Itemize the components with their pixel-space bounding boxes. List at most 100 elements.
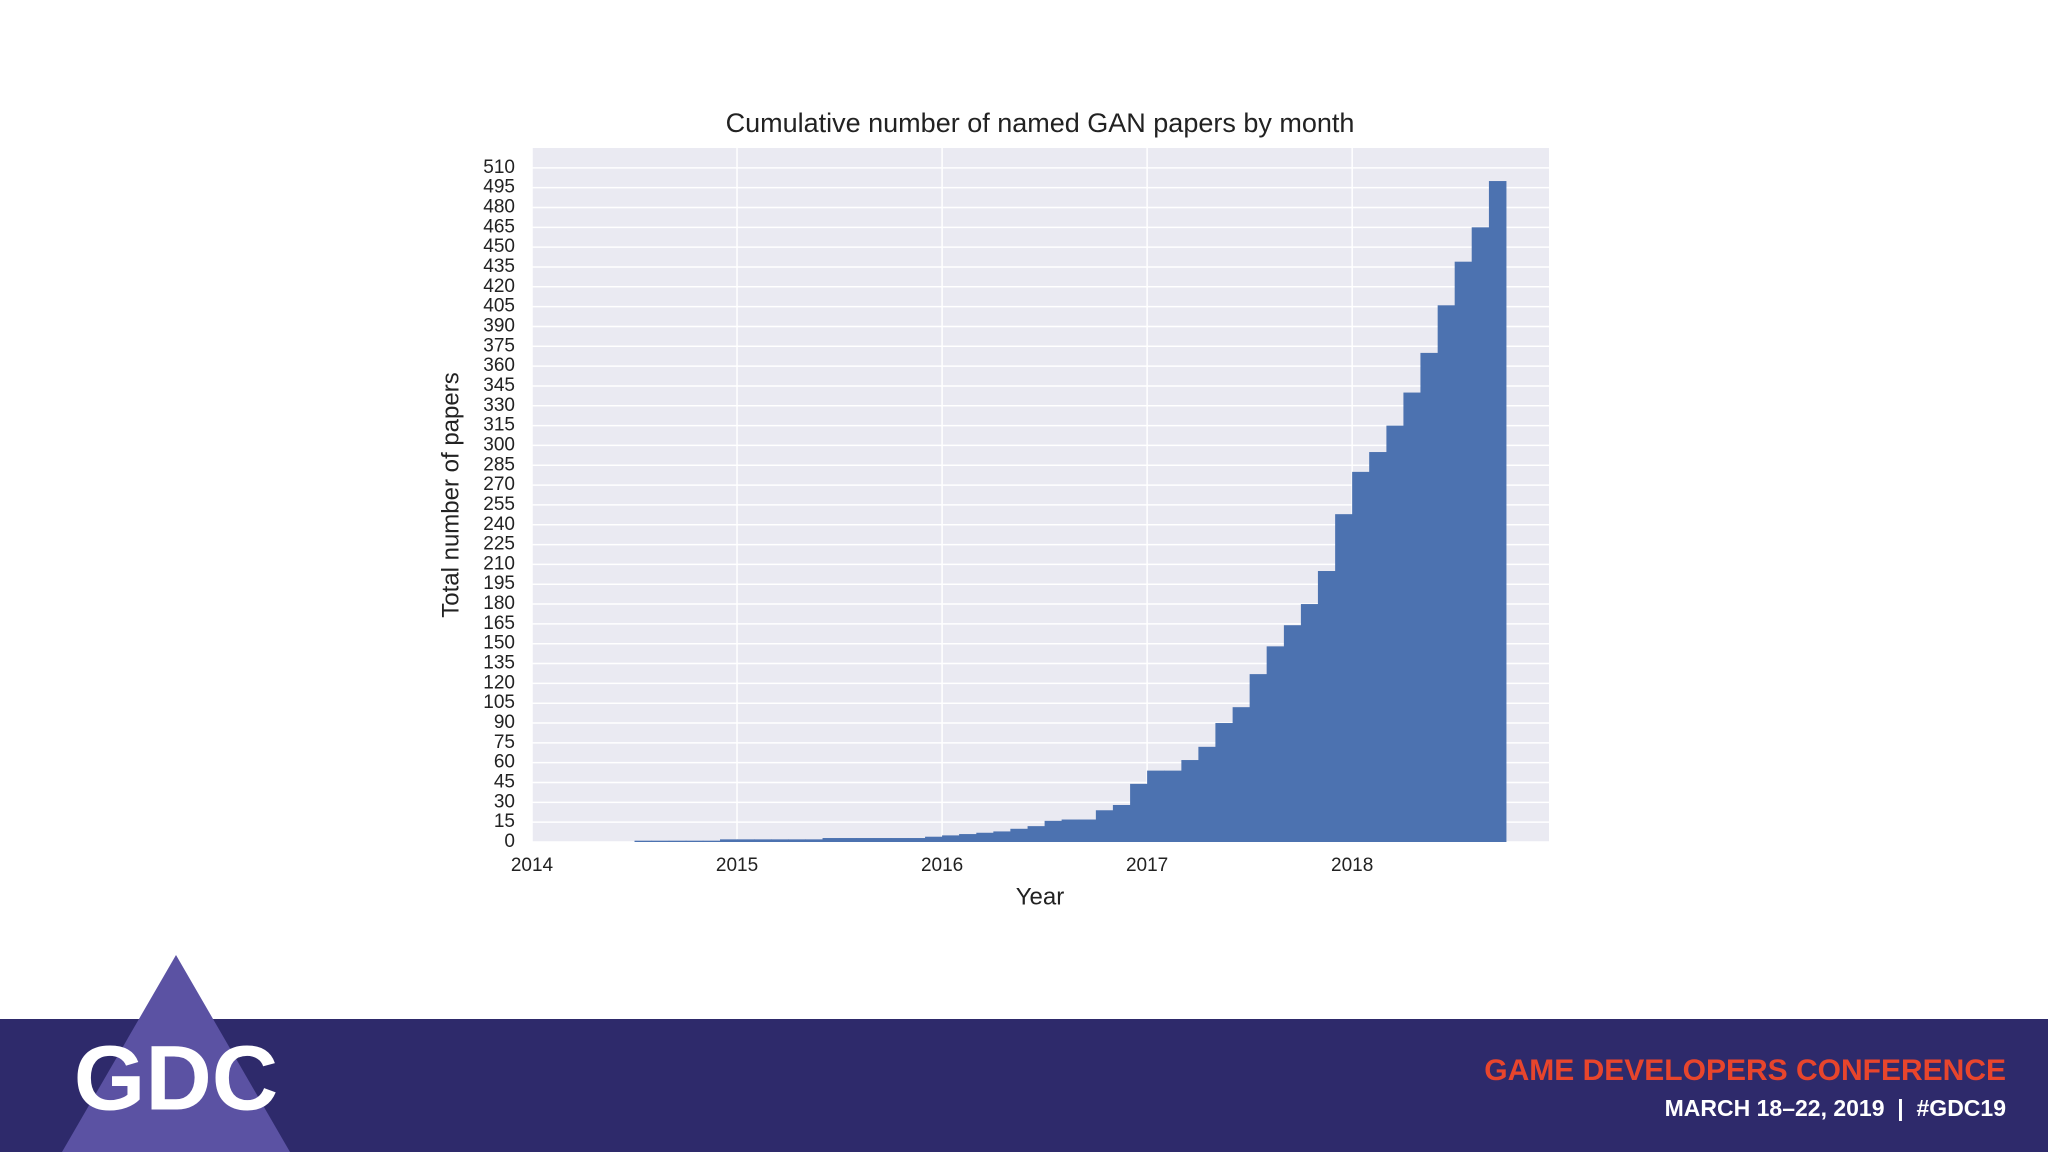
y-tick-label: 45 xyxy=(494,772,515,793)
bar xyxy=(1352,471,1370,842)
y-tick-label: 450 xyxy=(483,236,515,257)
bar xyxy=(1027,826,1046,842)
bar xyxy=(1266,646,1285,842)
y-tick-label: 75 xyxy=(494,732,515,753)
y-tick-label: 105 xyxy=(483,692,515,713)
y-tick-label: 405 xyxy=(483,296,515,317)
bar xyxy=(976,832,994,842)
y-tick-label: 165 xyxy=(483,613,515,634)
y-tick-label: 120 xyxy=(483,672,515,693)
y-tick-label: 15 xyxy=(494,811,515,832)
bar xyxy=(1283,625,1302,842)
y-tick-label: 330 xyxy=(483,395,515,416)
bar xyxy=(1317,571,1336,842)
y-tick-label: 90 xyxy=(494,712,515,733)
bar xyxy=(771,839,789,842)
bar xyxy=(959,834,977,842)
y-tick-label: 270 xyxy=(483,474,515,495)
bar xyxy=(925,836,943,842)
bar xyxy=(720,839,738,842)
logo-triangle xyxy=(62,955,290,1152)
y-axis-label: Total number of papers xyxy=(437,372,464,617)
y-tick-label: 150 xyxy=(483,633,515,654)
bar xyxy=(702,840,721,842)
bar xyxy=(1369,452,1387,842)
y-tick-label: 135 xyxy=(483,653,515,674)
tick-labels: 0153045607590105120135150165180195210225… xyxy=(483,157,1373,876)
x-tick-label: 2018 xyxy=(1331,855,1373,876)
y-tick-label: 420 xyxy=(483,276,515,297)
bar xyxy=(856,838,875,842)
y-tick-label: 345 xyxy=(483,375,515,396)
x-tick-label: 2015 xyxy=(716,855,758,876)
y-tick-label: 60 xyxy=(494,752,515,773)
bar xyxy=(1249,674,1268,842)
y-tick-label: 435 xyxy=(483,256,515,277)
bar xyxy=(942,835,960,842)
bar xyxy=(1181,760,1199,842)
y-tick-label: 375 xyxy=(483,335,515,356)
bar xyxy=(873,838,892,842)
x-axis-label: Year xyxy=(1016,883,1065,910)
bar xyxy=(1010,828,1029,842)
y-tick-label: 210 xyxy=(483,553,515,574)
y-tick-label: 465 xyxy=(483,216,515,237)
bar xyxy=(1147,770,1165,842)
bar xyxy=(1044,820,1063,842)
bar xyxy=(651,840,670,842)
bar xyxy=(1386,425,1404,842)
y-tick-label: 510 xyxy=(483,157,515,178)
bar xyxy=(1215,723,1234,842)
bar xyxy=(1403,392,1421,842)
bar xyxy=(1198,746,1216,842)
bar xyxy=(634,840,653,842)
y-tick-label: 315 xyxy=(483,415,515,436)
bar xyxy=(737,839,755,842)
y-tick-label: 360 xyxy=(483,355,515,376)
bars xyxy=(634,181,1507,843)
y-tick-label: 390 xyxy=(483,315,515,336)
y-tick-label: 195 xyxy=(483,573,515,594)
chart-title: Cumulative number of named GAN papers by… xyxy=(726,108,1355,138)
bar xyxy=(1061,819,1080,842)
x-tick-label: 2014 xyxy=(511,855,554,876)
y-tick-label: 30 xyxy=(494,791,515,812)
bar xyxy=(754,839,772,842)
y-tick-label: 180 xyxy=(483,593,515,614)
x-tick-label: 2017 xyxy=(1126,855,1168,876)
bar xyxy=(822,838,841,842)
bar xyxy=(1437,305,1456,843)
y-tick-label: 0 xyxy=(504,831,515,852)
bar xyxy=(907,838,926,842)
conference-name: GAME DEVELOPERS CONFERENCE xyxy=(1484,1054,2006,1087)
y-tick-label: 300 xyxy=(483,434,515,455)
y-tick-label: 225 xyxy=(483,534,515,555)
bar xyxy=(1164,770,1182,842)
bar xyxy=(805,839,824,842)
bar xyxy=(1488,181,1507,843)
y-tick-label: 495 xyxy=(483,177,515,198)
logo: GDC xyxy=(74,1027,278,1129)
bar xyxy=(839,838,858,842)
bar xyxy=(890,838,909,842)
bar xyxy=(668,840,687,842)
conference-dates: MARCH 18–22, 2019 | #GDC19 xyxy=(1665,1095,2006,1121)
y-tick-label: 240 xyxy=(483,514,515,535)
bar xyxy=(993,831,1011,842)
bar xyxy=(1300,604,1319,842)
bar xyxy=(1420,352,1439,842)
bar xyxy=(1454,261,1473,842)
y-tick-label: 285 xyxy=(483,454,515,475)
bar xyxy=(1078,819,1097,842)
y-tick-label: 480 xyxy=(483,197,515,218)
bar xyxy=(1335,514,1353,842)
bar xyxy=(1112,804,1131,842)
bar xyxy=(1130,783,1148,842)
bar xyxy=(685,840,704,842)
footer-band xyxy=(0,1019,2048,1152)
bar xyxy=(1471,227,1490,843)
bar xyxy=(1232,707,1251,842)
bar xyxy=(1095,810,1114,842)
